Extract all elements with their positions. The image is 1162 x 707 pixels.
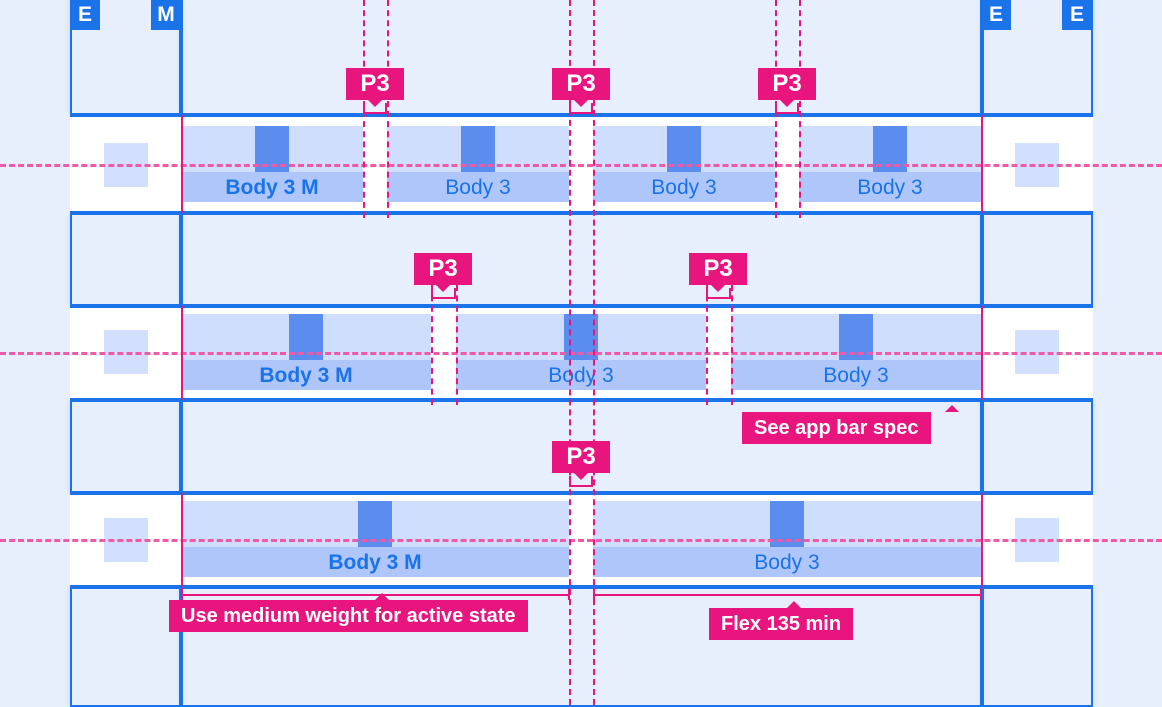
gap-guide-r1-g3-right: [799, 0, 801, 218]
padding-chip-r2-1: P3: [414, 253, 472, 285]
padding-bracket-r2-2: [706, 288, 731, 299]
baseline-guide-row2: [0, 352, 1162, 355]
content-end-edge-row2: [981, 306, 983, 400]
tab-lower-band: Body 3: [593, 547, 981, 577]
tab-label: Body 3 M: [225, 175, 319, 199]
grid-gap-2-right: [982, 400, 1093, 493]
grid-gap-1-center: [181, 213, 982, 306]
center-guide-right: [593, 0, 595, 705]
tab-label: Body 3: [445, 175, 511, 199]
measure-tick-active-left: [181, 588, 183, 600]
tab-label: Body 3: [754, 550, 820, 574]
content-start-edge-row1: [181, 115, 183, 213]
gap-guide-r2-g1-left: [431, 285, 433, 405]
tab-lower-band: Body 3 M: [181, 547, 569, 577]
baseline-guide-row3: [0, 539, 1162, 542]
tab-label: Body 3: [823, 363, 889, 387]
tab-lower-band: Body 3: [387, 172, 569, 202]
padding-bracket-r3-1: [569, 476, 593, 487]
content-start-edge-row3: [181, 493, 183, 587]
grid-gap-1-right: [982, 213, 1093, 306]
tab-label: Body 3: [548, 363, 614, 387]
padding-chip-r1-1: P3: [346, 68, 404, 100]
tab-lower-band: Body 3: [799, 172, 981, 202]
padding-chip-r2-2: P3: [689, 253, 747, 285]
content-end-edge-row1: [981, 115, 983, 213]
note-chip-flex-min: Flex 135 min: [709, 608, 854, 640]
grid-col-right-edge: [982, 0, 1093, 115]
marker-badge-e-right-outer: E: [1062, 0, 1092, 30]
padding-chip-r3-1: P3: [552, 441, 610, 473]
tab-lower-band: Body 3 M: [181, 360, 431, 390]
note-chip-medium-weight: Use medium weight for active state: [169, 600, 528, 632]
grid-col-center-top: [181, 0, 982, 115]
grid-bottom-left: [70, 587, 181, 707]
marker-badge-m: M: [151, 0, 181, 30]
tab-label: Body 3 M: [259, 363, 353, 387]
gap-guide-r2-g1-right: [456, 285, 458, 405]
padding-chip-r1-3: P3: [758, 68, 816, 100]
note-chip-app-bar-spec: See app bar spec: [742, 412, 931, 444]
padding-bracket-r1-2: [569, 103, 593, 114]
tab-label: Body 3: [651, 175, 717, 199]
marker-badge-e-right-inner: E: [981, 0, 1011, 30]
content-start-edge-row2: [181, 306, 183, 400]
grid-col-left-edge: [70, 0, 181, 115]
padding-chip-r1-2: P3: [552, 68, 610, 100]
baseline-guide-row1: [0, 164, 1162, 167]
gap-guide-r1-g1-right: [387, 0, 389, 218]
tab-label: Body 3: [857, 175, 923, 199]
tab-lower-band: Body 3: [731, 360, 981, 390]
measure-tick-active-right: [568, 588, 570, 600]
grid-gap-2-center: [181, 400, 982, 493]
content-end-edge-row3: [981, 493, 983, 587]
measure-line-flex-width: [593, 594, 981, 596]
measure-tick-flex-left: [593, 588, 595, 600]
tab-lower-band: Body 3: [456, 360, 706, 390]
center-guide-left: [569, 0, 571, 705]
padding-bracket-r1-3: [775, 103, 799, 114]
grid-gap-2-left: [70, 400, 181, 493]
grid-gap-1-left: [70, 213, 181, 306]
grid-bottom-right: [982, 587, 1093, 707]
padding-bracket-r1-1: [363, 103, 387, 114]
gap-guide-r2-g2-left: [706, 285, 708, 405]
gap-guide-r2-g2-right: [731, 285, 733, 405]
marker-badge-e-left: E: [70, 0, 100, 30]
measure-tick-flex-right: [980, 588, 982, 600]
tab-lower-band: Body 3: [593, 172, 775, 202]
tab-lower-band: Body 3 M: [181, 172, 363, 202]
padding-bracket-r2-1: [431, 288, 456, 299]
tab-row3-2[interactable]: Body 3: [593, 501, 981, 577]
tab-label: Body 3 M: [328, 550, 422, 574]
